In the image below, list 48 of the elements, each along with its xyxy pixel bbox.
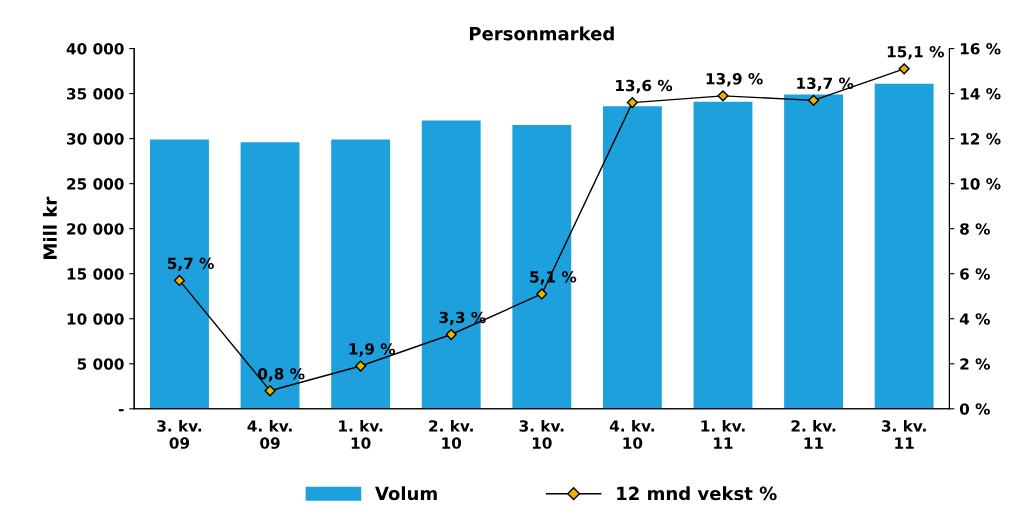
y2-tick-label: 12 % [960, 133, 1001, 145]
bar [693, 101, 753, 409]
y2-tick-label: 2 % [960, 358, 990, 370]
y-tick-label: - [118, 409, 124, 412]
y-tick-label: 40 000 [66, 43, 124, 55]
data-label: 13,9 % [706, 72, 763, 87]
data-label: 13,7 % [797, 77, 854, 91]
x-tick-label: 3. kv. 09 [157, 419, 202, 449]
x-tick-label: 4. kv. 10 [609, 419, 655, 449]
bar [874, 83, 934, 409]
y-tick-label: 15 000 [67, 268, 124, 280]
point [173, 274, 186, 287]
chart-title: Personmarked [469, 26, 614, 41]
bar [602, 106, 662, 409]
x-tick-label: 2. kv. 11 [791, 419, 836, 449]
y-tick-label: 5 000 [77, 358, 124, 370]
x-tick-label: 3. kv. 10 [519, 419, 564, 449]
point [355, 360, 367, 372]
y-tick-label: 25 000 [67, 178, 124, 190]
bar [784, 94, 843, 409]
x-tick-label: 1. kv. 11 [701, 419, 745, 449]
y-tick-label: 30 000 [66, 133, 124, 145]
data-label: 15,1 % [887, 45, 944, 60]
y-axis-title: Mill kr [42, 196, 57, 259]
point [626, 96, 638, 109]
y-tick-label: 35 000 [66, 88, 124, 100]
y2-tick-label: 4 % [959, 313, 990, 325]
y2-tick-label: 14 % [960, 88, 1001, 100]
point [536, 288, 548, 300]
y-tick-label: 10 000 [67, 313, 124, 325]
y2-tick-label: 10 % [960, 178, 1001, 190]
y-tick-label: 20 000 [67, 223, 124, 235]
y2-tick-label: 6 % [960, 268, 990, 280]
data-label: 13,6 % [616, 79, 673, 94]
point [898, 63, 910, 75]
x-tick-label: 2. kv. 10 [429, 419, 473, 449]
x-tick-label: 1. kv. 10 [339, 419, 383, 449]
point [264, 385, 276, 397]
y2-tick-label: 16 % [960, 43, 1001, 55]
y2-tick-label: 0 % [959, 403, 990, 415]
x-tick-label: 4. kv. 09 [247, 419, 292, 449]
x-tick-label: 3. kv. 11 [881, 419, 926, 449]
point [807, 94, 820, 106]
point [445, 328, 457, 341]
y2-tick-label: 8 % [960, 223, 990, 235]
point [717, 90, 729, 102]
legend-label: 12 mnd vekst % [617, 486, 777, 501]
legend-label: Volum [375, 486, 437, 501]
